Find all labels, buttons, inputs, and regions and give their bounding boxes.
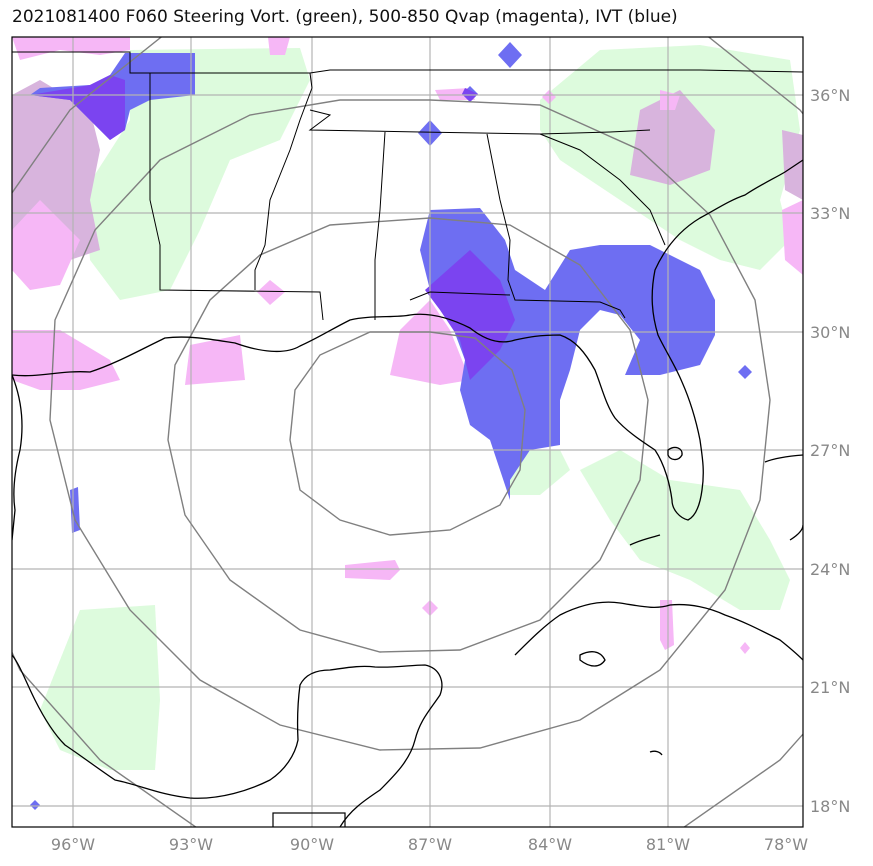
state-borders [12,51,803,321]
lat-label-30n: 30°N [810,323,850,342]
map-title: 2021081400 F060 Steering Vort. (green), … [12,7,678,27]
lon-label-81w: 81°W [646,835,690,854]
lon-labels: 96°W 93°W 90°W 87°W 84°W 81°W 78°W [51,835,808,854]
lat-label-33n: 33°N [810,204,850,223]
coastlines [12,159,803,827]
lat-label-18n: 18°N [810,797,850,816]
inset-box [272,812,346,827]
lat-labels: 36°N 33°N 30°N 27°N 24°N 21°N 18°N [810,86,850,816]
lon-label-78w: 78°W [764,835,808,854]
lat-label-36n: 36°N [810,86,850,105]
lon-label-96w: 96°W [51,835,95,854]
gridlines [12,37,803,827]
map-frame [11,36,804,828]
lat-label-27n: 27°N [810,441,850,460]
lon-label-84w: 84°W [528,835,572,854]
lon-label-87w: 87°W [408,835,452,854]
lat-label-21n: 21°N [810,678,850,697]
lon-label-90w: 90°W [290,835,334,854]
lon-label-93w: 93°W [169,835,213,854]
lat-label-24n: 24°N [810,560,850,579]
